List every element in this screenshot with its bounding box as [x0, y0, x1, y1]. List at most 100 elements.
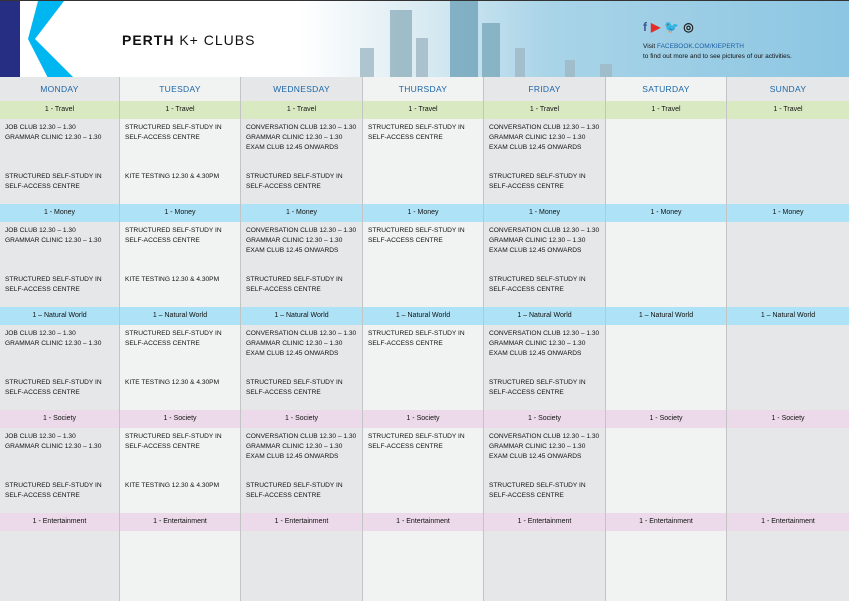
- topic-label: 1 - Society: [0, 410, 119, 428]
- facebook-icon[interactable]: f: [643, 20, 647, 34]
- schedule-cell: CONVERSATION CLUB 12.30 – 1.30 GRAMMAR CL…: [241, 222, 362, 307]
- activity: STRUCTURED SELF-STUDY IN SELF-ACCESS CEN…: [368, 330, 465, 347]
- topic-label: 1 - Entertainment: [606, 513, 726, 531]
- schedule-cell: STRUCTURED SELF-STUDY IN SELF-ACCESS CEN…: [363, 325, 483, 410]
- activity: STRUCTURED SELF-STUDY IN SELF-ACCESS CEN…: [125, 330, 222, 347]
- activity: GRAMMAR CLINIC 12.30 – 1.30: [489, 133, 586, 141]
- activity: STRUCTURED SELF-STUDY IN SELF-ACCESS CEN…: [489, 482, 586, 499]
- topic-label: 1 - Travel: [484, 101, 605, 119]
- topic-label: 1 – Natural World: [0, 307, 119, 325]
- activity: GRAMMAR CLINIC 12.30 – 1.30: [246, 133, 343, 141]
- activity: CONVERSATION CLUB 12.30 – 1.30: [489, 433, 600, 440]
- facebook-link[interactable]: FACEBOOK.COM/KIEPERTH: [656, 43, 744, 50]
- instagram-icon[interactable]: ◎: [683, 20, 694, 34]
- activity: GRAMMAR CLINIC 12.30 – 1.30: [489, 442, 586, 450]
- schedule-cell: CONVERSATION CLUB 12.30 – 1.30 GRAMMAR CL…: [241, 428, 362, 513]
- day-header: SATURDAY: [642, 84, 690, 94]
- day-header: MONDAY: [40, 84, 79, 94]
- topic-label: 1 - Travel: [241, 101, 362, 119]
- activity: EXAM CLUB 12.45 ONWARDS: [246, 246, 339, 254]
- topic-label: 1 - Money: [120, 204, 240, 222]
- youtube-icon[interactable]: ▶: [651, 20, 661, 34]
- topic-label: 1 - Travel: [0, 101, 119, 119]
- logo-bar: [0, 1, 20, 77]
- topic-label: 1 – Natural World: [363, 307, 483, 325]
- day-column-tuesday: TUESDAY 1 - Travel STRUCTURED SELF-STUDY I…: [120, 77, 241, 601]
- activity: KITE TESTING 12.30 & 4.30PM: [125, 276, 220, 283]
- schedule-cell: [727, 428, 849, 513]
- schedule-cell: [606, 119, 726, 204]
- activity: STRUCTURED SELF-STUDY IN SELF-ACCESS CEN…: [489, 173, 586, 190]
- activity: CONVERSATION CLUB 12.30 – 1.30: [489, 330, 600, 337]
- schedule-cell: JOB CLUB 12.30 – 1.30 GRAMMAR CLINIC 12.3…: [0, 428, 119, 513]
- topic-label: 1 – Natural World: [606, 307, 726, 325]
- schedule-cell: [606, 428, 726, 513]
- topic-label: 1 - Society: [120, 410, 240, 428]
- schedule-cell: JOB CLUB 12.30 – 1.30 GRAMMAR CLINIC 12.3…: [0, 119, 119, 204]
- topic-label: 1 - Society: [484, 410, 605, 428]
- topic-label: 1 - Society: [606, 410, 726, 428]
- activity: STRUCTURED SELF-STUDY IN SELF-ACCESS CEN…: [368, 433, 465, 450]
- activity: STRUCTURED SELF-STUDY IN SELF-ACCESS CEN…: [5, 379, 102, 396]
- topic-label: 1 - Society: [727, 410, 849, 428]
- topic-label: 1 - Money: [606, 204, 726, 222]
- day-column-wednesday: WEDNESDAY 1 - Travel CONVERSATION CLUB 12.…: [241, 77, 363, 601]
- day-column-friday: FRIDAY 1 - Travel CONVERSATION CLUB 12.30 …: [484, 77, 606, 601]
- activity: STRUCTURED SELF-STUDY IN SELF-ACCESS CEN…: [368, 124, 465, 141]
- activity: GRAMMAR CLINIC 12.30 – 1.30: [246, 236, 343, 244]
- day-column-thursday: THURSDAY 1 - Travel STRUCTURED SELF-STUDY …: [363, 77, 484, 601]
- activity: CONVERSATION CLUB 12.30 – 1.30: [489, 227, 600, 234]
- topic-label: 1 - Money: [363, 204, 483, 222]
- page-title: PERTH K+ CLUBS: [122, 32, 256, 48]
- schedule-cell: CONVERSATION CLUB 12.30 – 1.30 GRAMMAR CL…: [241, 119, 362, 204]
- schedule-cell: STRUCTURED SELF-STUDY IN SELF-ACCESS CEN…: [120, 119, 240, 204]
- topic-label: 1 - Travel: [606, 101, 726, 119]
- topic-label: 1 - Money: [727, 204, 849, 222]
- activity: EXAM CLUB 12.45 ONWARDS: [246, 452, 339, 460]
- topic-label: 1 – Natural World: [120, 307, 240, 325]
- schedule-cell: [606, 325, 726, 410]
- activity: STRUCTURED SELF-STUDY IN SELF-ACCESS CEN…: [246, 379, 343, 396]
- activity: GRAMMAR CLINIC 12.30 – 1.30: [246, 339, 343, 347]
- schedule-cell: STRUCTURED SELF-STUDY IN SELF-ACCESS CEN…: [363, 119, 483, 204]
- activity: EXAM CLUB 12.45 ONWARDS: [246, 143, 339, 151]
- activity: KITE TESTING 12.30 & 4.30PM: [125, 379, 220, 386]
- schedule-cell: STRUCTURED SELF-STUDY IN SELF-ACCESS CEN…: [363, 428, 483, 513]
- activity: JOB CLUB 12.30 – 1.30: [5, 124, 76, 131]
- twitter-icon[interactable]: 🐦: [664, 20, 680, 34]
- activity: GRAMMAR CLINIC 12.30 – 1.30: [489, 339, 586, 347]
- topic-label: 1 - Society: [363, 410, 483, 428]
- schedule-cell: [727, 119, 849, 204]
- topic-label: 1 - Travel: [363, 101, 483, 119]
- schedule-cell: STRUCTURED SELF-STUDY IN SELF-ACCESS CEN…: [363, 222, 483, 307]
- activity: EXAM CLUB 12.45 ONWARDS: [489, 143, 582, 151]
- day-column-saturday: SATURDAY 1 - Travel 1 - Money 1 – Natural W…: [606, 77, 727, 601]
- activity: CONVERSATION CLUB 12.30 – 1.30: [246, 330, 357, 337]
- activity: STRUCTURED SELF-STUDY IN SELF-ACCESS CEN…: [246, 276, 343, 293]
- schedule-cell: CONVERSATION CLUB 12.30 – 1.30 GRAMMAR CL…: [484, 222, 605, 307]
- skyline-image: [300, 1, 849, 77]
- schedule-cell: [606, 222, 726, 307]
- activity: GRAMMAR CLINIC 12.30 – 1.30: [5, 236, 102, 244]
- activity: JOB CLUB 12.30 – 1.30: [5, 433, 76, 440]
- activity: STRUCTURED SELF-STUDY IN SELF-ACCESS CEN…: [125, 124, 222, 141]
- activity: GRAMMAR CLINIC 12.30 – 1.30: [246, 442, 343, 450]
- day-header: FRIDAY: [528, 84, 561, 94]
- topic-label: 1 - Entertainment: [120, 513, 240, 531]
- day-header: THURSDAY: [398, 84, 448, 94]
- visit-text: Visit FACEBOOK.COM/KIEPERTH to find out …: [643, 43, 792, 60]
- day-header: TUESDAY: [159, 84, 201, 94]
- schedule-cell: STRUCTURED SELF-STUDY IN SELF-ACCESS CEN…: [120, 428, 240, 513]
- schedule-grid: MONDAY 1 - Travel JOB CLUB 12.30 – 1.30 GRA…: [0, 77, 849, 601]
- topic-label: 1 - Money: [0, 204, 119, 222]
- schedule-cell: CONVERSATION CLUB 12.30 – 1.30 GRAMMAR CL…: [484, 325, 605, 410]
- schedule-cell: STRUCTURED SELF-STUDY IN SELF-ACCESS CEN…: [120, 325, 240, 410]
- activity: KITE TESTING 12.30 & 4.30PM: [125, 482, 220, 489]
- schedule-cell: CONVERSATION CLUB 12.30 – 1.30 GRAMMAR CL…: [484, 428, 605, 513]
- header-banner: PERTH K+ CLUBS f ▶ 🐦 ◎ Visit FACEBOOK.COM/K…: [0, 0, 849, 77]
- activity: GRAMMAR CLINIC 12.30 – 1.30: [5, 133, 102, 141]
- day-header: SUNDAY: [769, 84, 807, 94]
- activity: EXAM CLUB 12.45 ONWARDS: [489, 452, 582, 460]
- topic-label: 1 - Entertainment: [484, 513, 605, 531]
- activity: GRAMMAR CLINIC 12.30 – 1.30: [5, 339, 102, 347]
